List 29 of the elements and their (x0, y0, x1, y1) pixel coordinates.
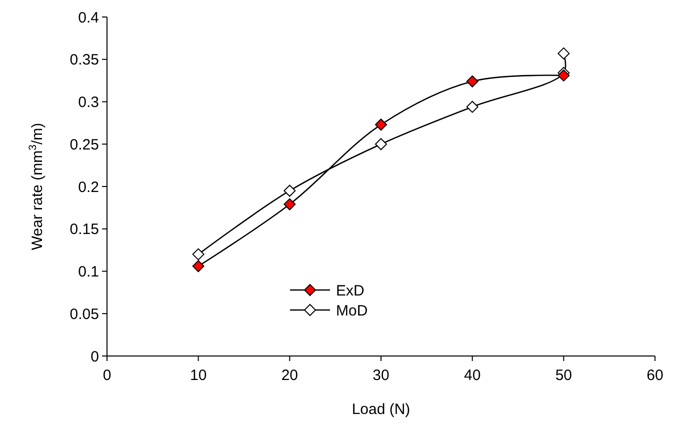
y-tick-label: 0.4 (78, 9, 99, 26)
x-tick-label: 0 (102, 367, 112, 384)
point (192, 260, 204, 272)
y-tick-label: 0.2 (78, 178, 99, 196)
x-tick-label: 10 (190, 367, 207, 384)
point (466, 100, 478, 113)
y-tick-label: 0.3 (78, 94, 99, 111)
point (466, 75, 478, 88)
point (284, 198, 296, 210)
x-tick-label: 30 (372, 367, 390, 384)
x-tick-label: 50 (555, 367, 572, 384)
y-tick-label: 0 (90, 348, 99, 366)
point (284, 184, 296, 197)
x-tick-label: 60 (646, 367, 664, 384)
point (375, 138, 387, 150)
y-tick-label: 0.05 (70, 306, 99, 323)
point (375, 118, 387, 131)
x-tick-label: 40 (464, 367, 481, 384)
point (192, 248, 204, 260)
x-tick-label: 20 (281, 367, 298, 384)
point (558, 47, 570, 60)
y-tick-label: 0.25 (70, 136, 99, 154)
point (558, 69, 570, 82)
x-axis-title: Load (N) (352, 401, 410, 418)
legend-label: ExD (336, 282, 365, 300)
y-tick-label: 0.15 (70, 221, 99, 238)
y-tick-label: 0.35 (70, 52, 99, 69)
legend-label: MoD (336, 302, 368, 320)
y-tick-label: 0.1 (78, 264, 99, 280)
